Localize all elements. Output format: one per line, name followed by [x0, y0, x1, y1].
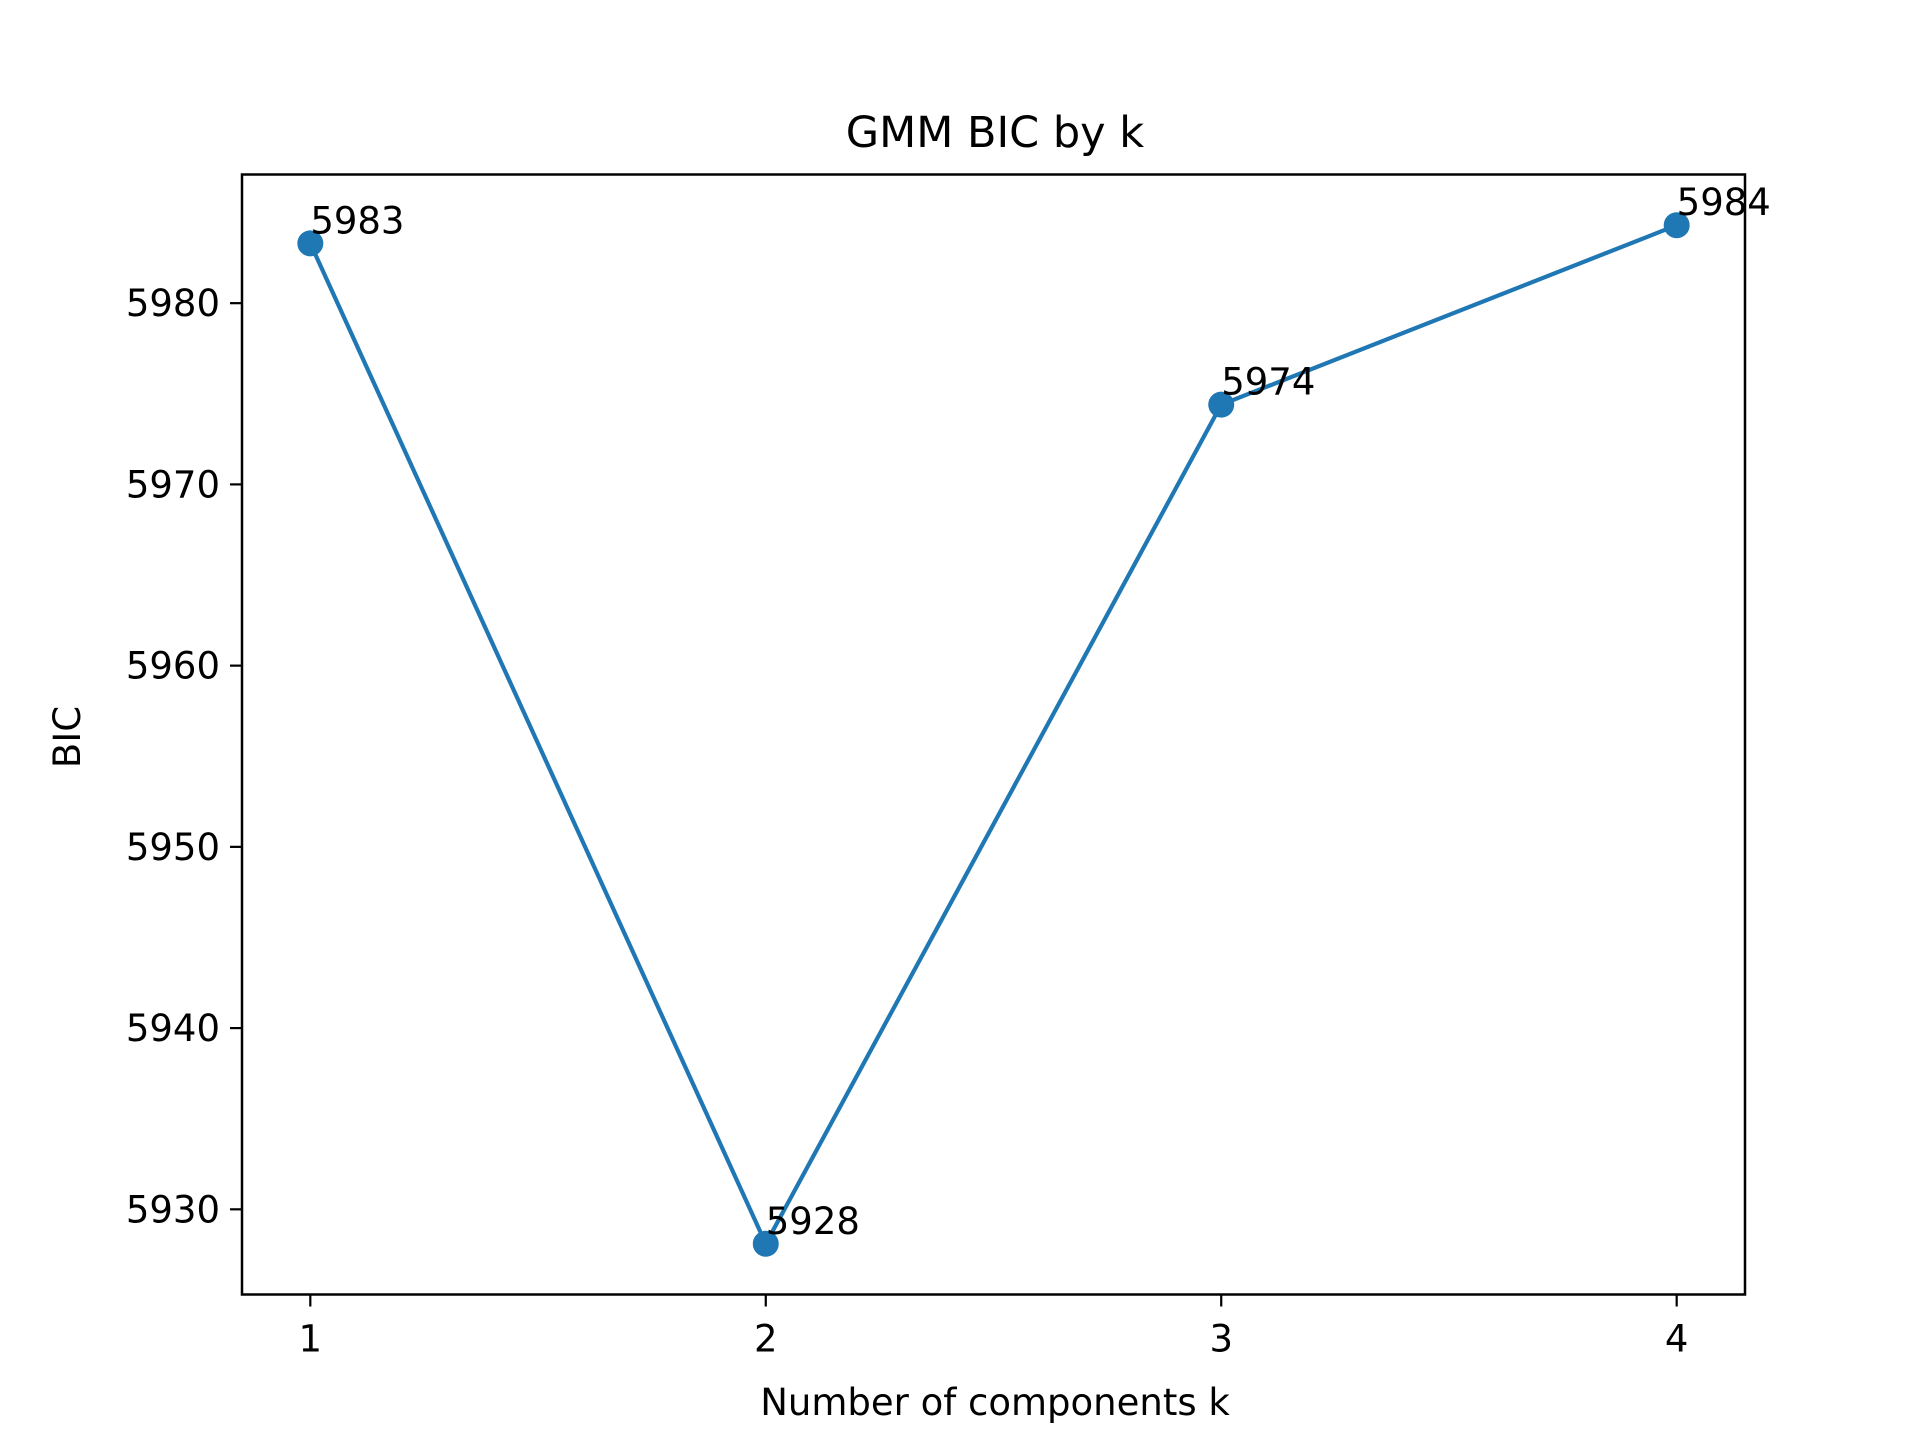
plot-frame [240, 173, 1747, 1296]
y-tick-label: 5970 [126, 463, 220, 506]
data-label: 5974 [1221, 361, 1315, 404]
chart-title: GMM BIC by k [846, 108, 1144, 158]
x-tick-label: 2 [754, 1318, 778, 1361]
x-tick-label: 3 [1209, 1318, 1233, 1361]
data-label: 5928 [766, 1200, 860, 1243]
plot-area: 5983 5928 5974 5984 [297, 181, 1771, 1257]
data-point [1208, 391, 1235, 418]
x-axis: 1 2 3 4 [299, 1294, 1689, 1361]
data-label: 5984 [1677, 181, 1771, 224]
series-line [307, 222, 1680, 1246]
y-tick-label: 5960 [126, 645, 220, 688]
y-axis: 5930 5940 5950 5960 5970 5980 [126, 282, 242, 1231]
y-tick-label: 5940 [126, 1007, 220, 1050]
x-axis-label: Number of components k [760, 1381, 1230, 1424]
x-tick-label: 4 [1665, 1318, 1689, 1361]
y-tick-label: 5950 [126, 826, 220, 869]
x-tick-label: 1 [299, 1318, 323, 1361]
y-tick-label: 5930 [126, 1188, 220, 1231]
data-point [752, 1230, 779, 1257]
y-tick-label: 5980 [126, 282, 220, 325]
data-point [1663, 212, 1690, 239]
data-point [297, 230, 324, 257]
y-axis-label: BIC [46, 706, 89, 768]
data-label: 5983 [310, 199, 404, 242]
